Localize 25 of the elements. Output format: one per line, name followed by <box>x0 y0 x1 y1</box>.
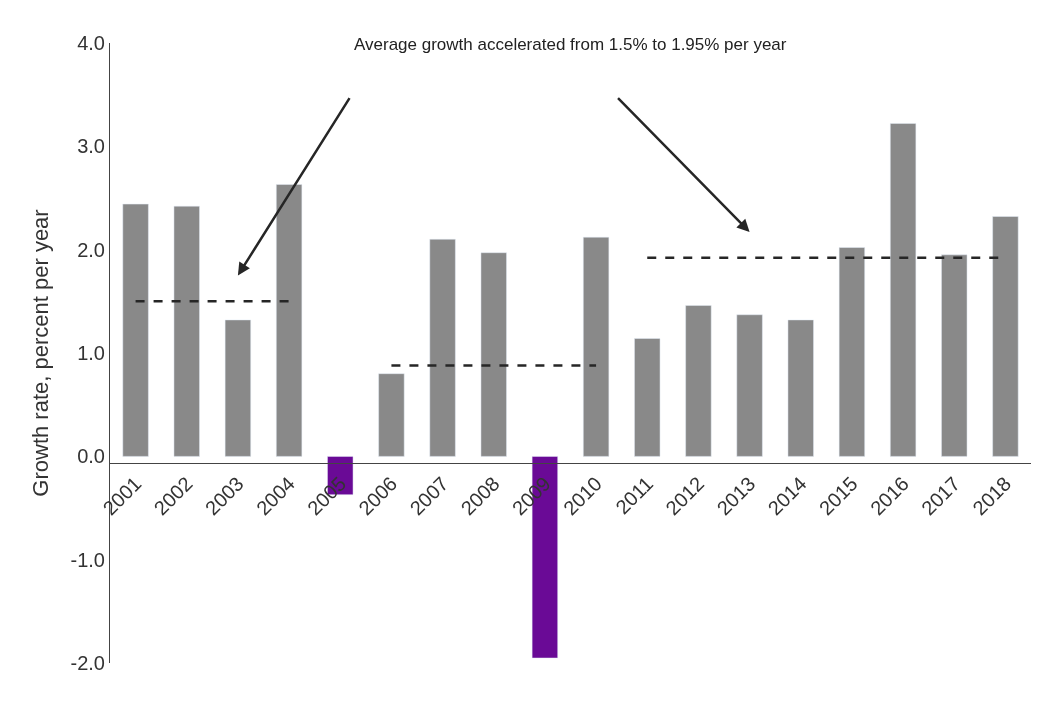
bar <box>224 319 251 457</box>
annotation: Average growth accelerated from 1.5% to 1.95% per year <box>354 35 787 54</box>
bar <box>173 205 200 457</box>
bar <box>122 203 149 457</box>
y-tick-label: 2.0 <box>77 238 105 261</box>
bar <box>992 216 1019 457</box>
bar <box>685 305 712 457</box>
y-tick-label: -2.0 <box>70 652 105 675</box>
y-tick-label: 0.0 <box>77 445 105 468</box>
bar <box>890 123 917 457</box>
bar <box>276 184 303 457</box>
bar <box>634 338 661 457</box>
bar <box>736 314 763 457</box>
bar <box>787 319 814 457</box>
bar <box>480 252 507 457</box>
bar <box>941 254 968 457</box>
y-tick-label: 4.0 <box>77 31 105 54</box>
bar <box>429 239 456 457</box>
y-tick-label: 3.0 <box>77 135 105 158</box>
y-axis-title: Growth rate, percent per year <box>28 209 54 497</box>
y-tick-label: -1.0 <box>70 548 105 571</box>
bar <box>378 373 405 457</box>
y-tick-label: 1.0 <box>77 342 105 364</box>
bar <box>838 247 865 457</box>
bar <box>583 236 610 457</box>
